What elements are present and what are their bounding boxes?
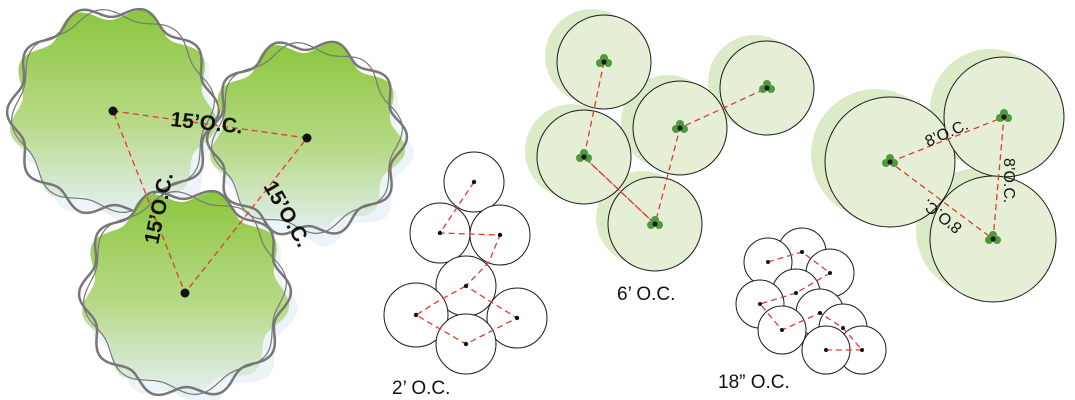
plant-center-dot: [794, 291, 798, 295]
tree-center-dot: [303, 134, 312, 143]
tree-center-dot: [181, 289, 190, 298]
six-foot-spacing-caption: 6’ O.C.: [617, 284, 675, 305]
tree-spacing-group: [7, 9, 414, 400]
plant-center-dot: [438, 231, 442, 235]
six-foot-spacing-group: [525, 9, 814, 271]
plant-center-dot: [758, 302, 762, 306]
eighteen-inch-spacing-group: [736, 228, 886, 374]
plant-center-dot: [515, 316, 519, 320]
plant-center-dot: [766, 260, 770, 264]
eight-foot-spacing-label-right: 8’O.C.: [1000, 158, 1017, 203]
plant-center-dot: [414, 313, 418, 317]
plant-center-dot: [818, 311, 822, 315]
plant-center-dot: [780, 328, 784, 332]
two-foot-spacing-group: [384, 152, 547, 374]
plant-center-dot: [498, 233, 502, 237]
plant-center-dot: [464, 284, 468, 288]
eighteen-inch-spacing-caption: 18” O.C.: [718, 372, 790, 393]
plant-center-dot: [860, 348, 864, 352]
plant-center-dot: [828, 271, 832, 275]
plant-center-dot: [800, 250, 804, 254]
two-foot-spacing-caption: 2’ O.C.: [392, 378, 450, 399]
plant-center-dot: [472, 180, 476, 184]
tree-center-dot: [109, 107, 118, 116]
plant-center-dot: [824, 348, 828, 352]
plant-center-dot: [464, 342, 468, 346]
plant-center-dot: [841, 326, 845, 330]
